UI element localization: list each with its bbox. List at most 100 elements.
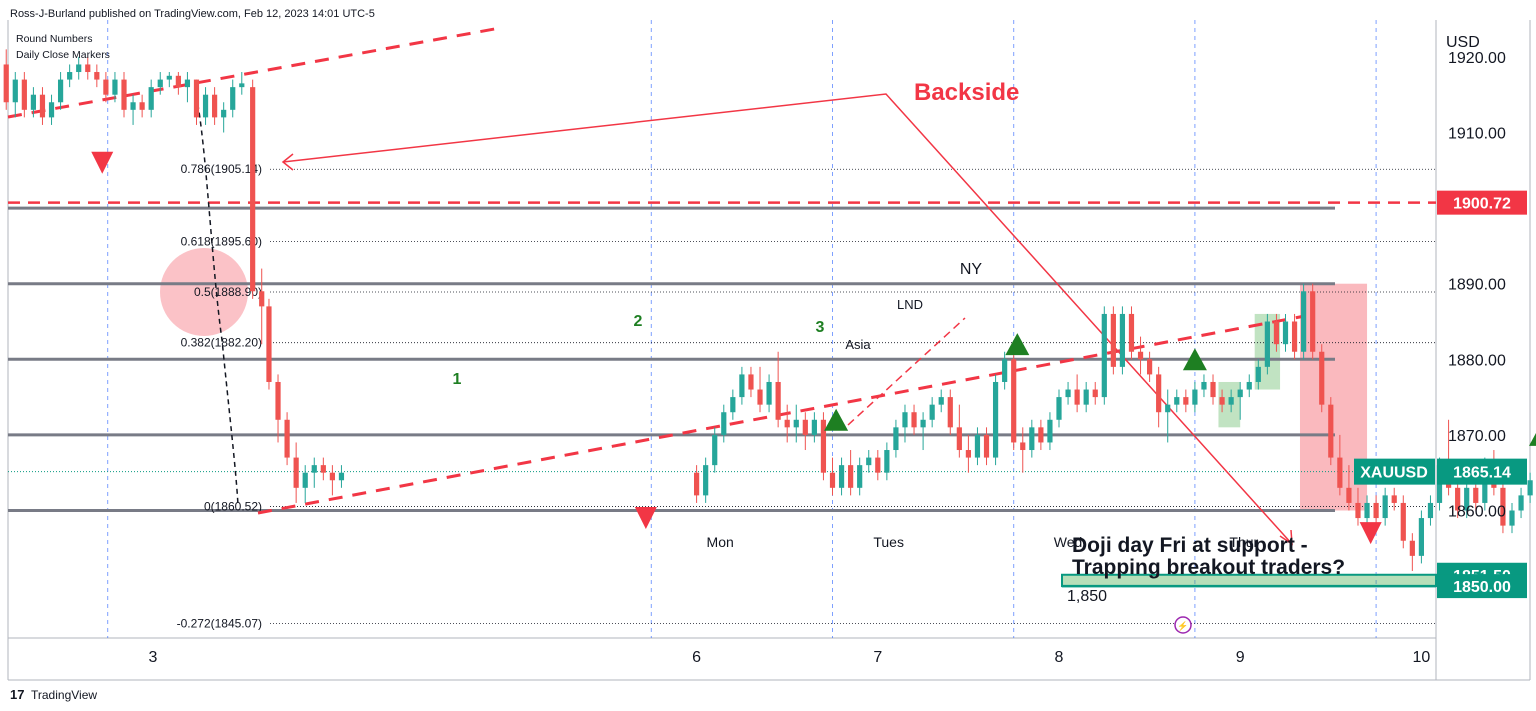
weekday-label: Wed [1054,534,1083,550]
candle-body [1228,397,1234,405]
fib-level-label: 0(1860.52) [204,500,262,514]
round-level-label: 1,850 [1067,588,1107,605]
ny-label: NY [960,261,983,278]
candle-body [1464,487,1470,511]
candle-body [1047,419,1053,443]
candle-body [1246,381,1252,390]
candle-body [1029,427,1035,451]
y-tick-label: 1920.00 [1448,50,1506,67]
candle-body [884,450,890,473]
up-marker [1528,433,1536,446]
candle-body [3,64,9,103]
candle-body [1192,389,1198,405]
lnd-label: LND [897,297,923,312]
candle-body [1065,389,1071,398]
candle-body [866,457,872,466]
candle-body [1328,404,1334,458]
candle-body [302,472,308,488]
candle-body [175,75,181,88]
candle-body [338,472,345,481]
x-tick-label: 7 [873,649,882,666]
doji-annotation-line1: Doji day Fri at support - [1072,534,1308,557]
candle-body [57,79,64,103]
candle-body [811,419,817,435]
candle-body [1355,502,1361,519]
candle-body [848,465,854,488]
y-tick-label: 1910.00 [1448,126,1506,143]
candle-body [1083,389,1089,405]
candle-body [974,434,981,458]
candle-body [1020,442,1026,451]
candle-body [748,374,754,390]
inner-trend-line [847,317,966,426]
candle-body [1011,359,1017,443]
candle-body [184,79,191,88]
candle-body [1183,397,1189,405]
price-tag [1437,190,1527,215]
candle-body [148,87,154,110]
down-marker [91,151,114,174]
publisher-line: Ross-J-Burland published on TradingView.… [10,8,375,20]
candle-body [784,419,790,428]
candle-body [1400,502,1406,541]
arrow-head-left [281,153,294,171]
candle-body [1128,313,1135,352]
candle-body [193,79,200,118]
candle-body [1038,427,1044,443]
candle-body [1273,321,1280,345]
x-tick-label: 9 [1236,649,1245,666]
candle-body [1364,502,1370,519]
candle-body [829,472,836,488]
candle-body [121,79,127,110]
candle-body [1473,487,1479,503]
candle-body [1373,502,1379,519]
candle-body [67,72,73,80]
candle-body [1174,397,1180,405]
x-tick-label: 8 [1055,649,1064,666]
candle-body [103,79,109,95]
candle-body [48,102,55,118]
y-tick-label: 1860.00 [1448,504,1506,521]
candle-body [39,94,46,118]
symbol-tag-label: XAUUSD [1360,465,1428,482]
candle-body [1382,495,1388,519]
candle-body [1509,510,1515,526]
candle-body [112,79,118,95]
candle-body [1301,291,1307,352]
candle-body [911,412,917,428]
candle-body [1310,291,1316,352]
candle-body [1291,321,1298,352]
candle-body [157,79,163,88]
candle-body [85,64,91,73]
wave-label-3: 3 [816,319,825,336]
tradingview-brand: TradingView [31,688,97,702]
candle-body [757,389,763,405]
candle-body [1002,359,1008,382]
up-marker [1182,348,1207,371]
weekday-label: Mon [707,534,734,550]
candle-body [1527,480,1533,496]
candle-body [1418,518,1424,556]
up-marker [824,408,849,431]
symbol-tag [1354,458,1435,485]
candle-body [275,381,281,420]
asia-label: Asia [845,337,871,352]
candle-body [1201,381,1207,390]
y-tick-label: 1880.00 [1448,352,1506,369]
candle-body [1282,321,1289,345]
candle-body [166,75,172,80]
candle-body [311,465,317,473]
candle-body [202,94,209,118]
candle-body [12,79,18,103]
candle-body [730,397,736,413]
candle-body [992,381,999,458]
candle-body [230,87,236,110]
candle-body [1165,404,1171,413]
candle-body [766,381,772,405]
candle-body [1500,487,1506,526]
candle-body [1074,389,1080,405]
candle-body [893,427,899,451]
event-lightning-icon[interactable] [1174,616,1192,634]
candle-body [1101,313,1107,398]
candle-body [130,102,136,110]
